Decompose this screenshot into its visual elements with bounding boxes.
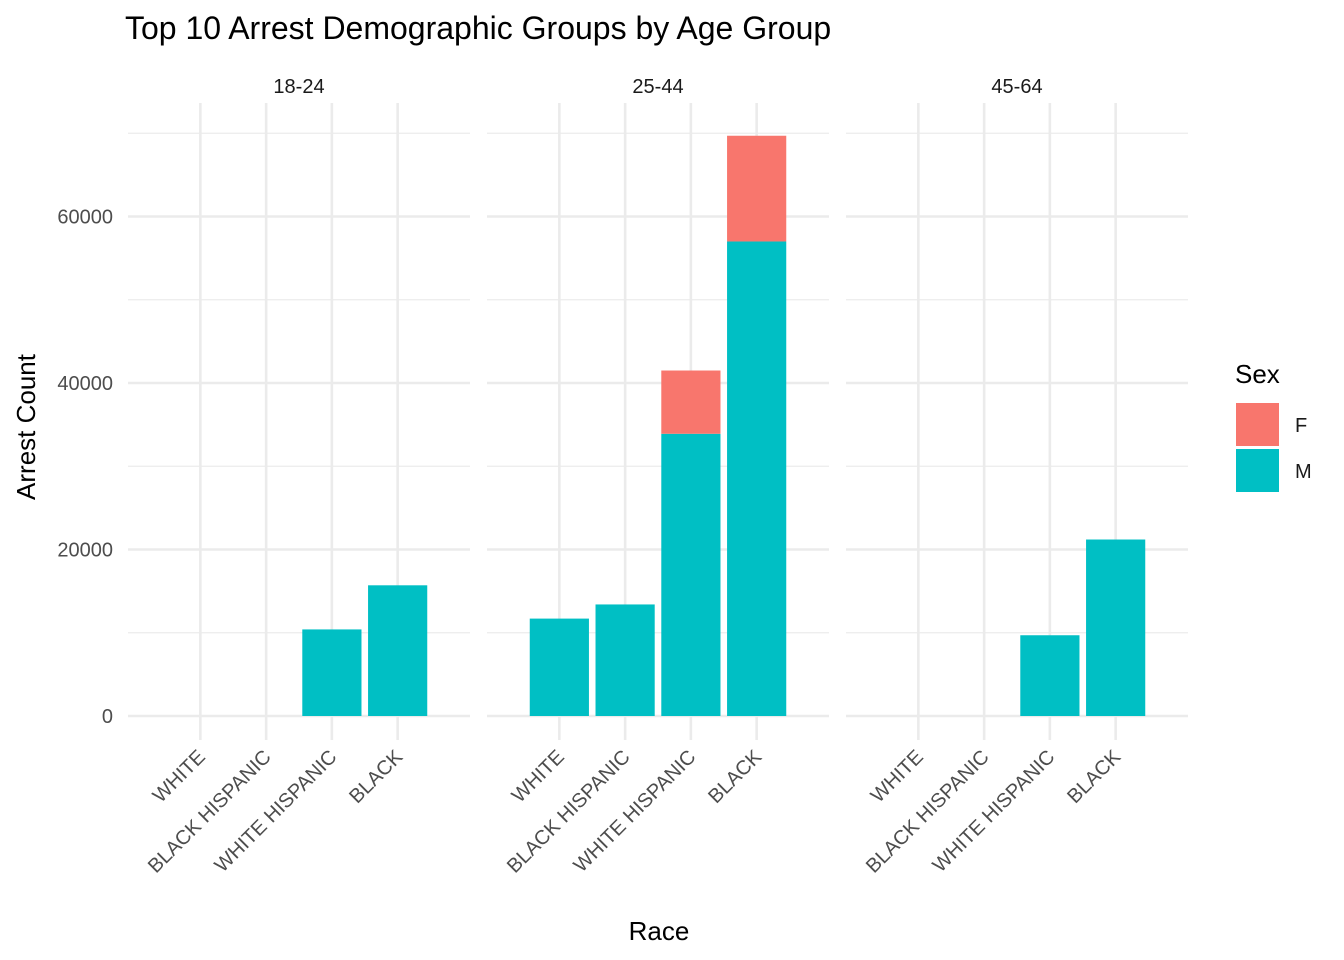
legend-key-M: [1236, 449, 1279, 492]
bar-25-44-white-M: [529, 618, 589, 716]
bar-25-44-black-F: [727, 135, 787, 242]
x-tick-label: WHITE HISPANIC: [211, 746, 342, 877]
bar-25-44-white-hispanic-F: [661, 370, 721, 434]
bar-25-44-black-hispanic-M: [595, 604, 655, 716]
y-tick-label: 40000: [57, 373, 113, 395]
bar-18-24-black-M: [368, 585, 428, 716]
bar-18-24-white-hispanic-M: [302, 629, 362, 716]
x-tick-label: WHITE HISPANIC: [570, 746, 701, 877]
legend-label: F: [1295, 415, 1307, 437]
x-tick-label: BLACK HISPANIC: [144, 746, 276, 878]
bar-25-44-black-M: [727, 241, 787, 716]
facet-label: 25-44: [632, 76, 683, 98]
x-tick-label: WHITE: [867, 746, 928, 807]
legend-key-F: [1236, 403, 1279, 446]
x-tick-label: BLACK: [704, 746, 766, 808]
facet-label: 45-64: [991, 76, 1042, 98]
x-tick-label: BLACK: [345, 746, 407, 808]
y-tick-label: 20000: [57, 540, 113, 562]
x-tick-label: BLACK HISPANIC: [862, 746, 994, 878]
y-tick-label: 0: [102, 706, 113, 728]
x-tick-label: WHITE: [149, 746, 210, 807]
x-tick-label: BLACK HISPANIC: [503, 746, 635, 878]
bar-25-44-white-hispanic-M: [661, 433, 721, 716]
y-tick-label: 60000: [57, 207, 113, 229]
x-tick-label: BLACK: [1063, 746, 1125, 808]
x-tick-label: WHITE: [508, 746, 569, 807]
y-axis-title: Arrest Count: [11, 353, 41, 500]
legend-label: M: [1295, 461, 1312, 483]
bar-45-64-black-M: [1086, 539, 1146, 716]
x-axis-title: Race: [629, 916, 690, 946]
legend: FM: [1236, 403, 1312, 492]
chart-title: Top 10 Arrest Demographic Groups by Age …: [125, 10, 831, 46]
legend-title: Sex: [1235, 359, 1280, 389]
bar-45-64-white-hispanic-M: [1020, 635, 1080, 716]
x-tick-label: WHITE HISPANIC: [929, 746, 1060, 877]
facet-label: 18-24: [273, 76, 324, 98]
